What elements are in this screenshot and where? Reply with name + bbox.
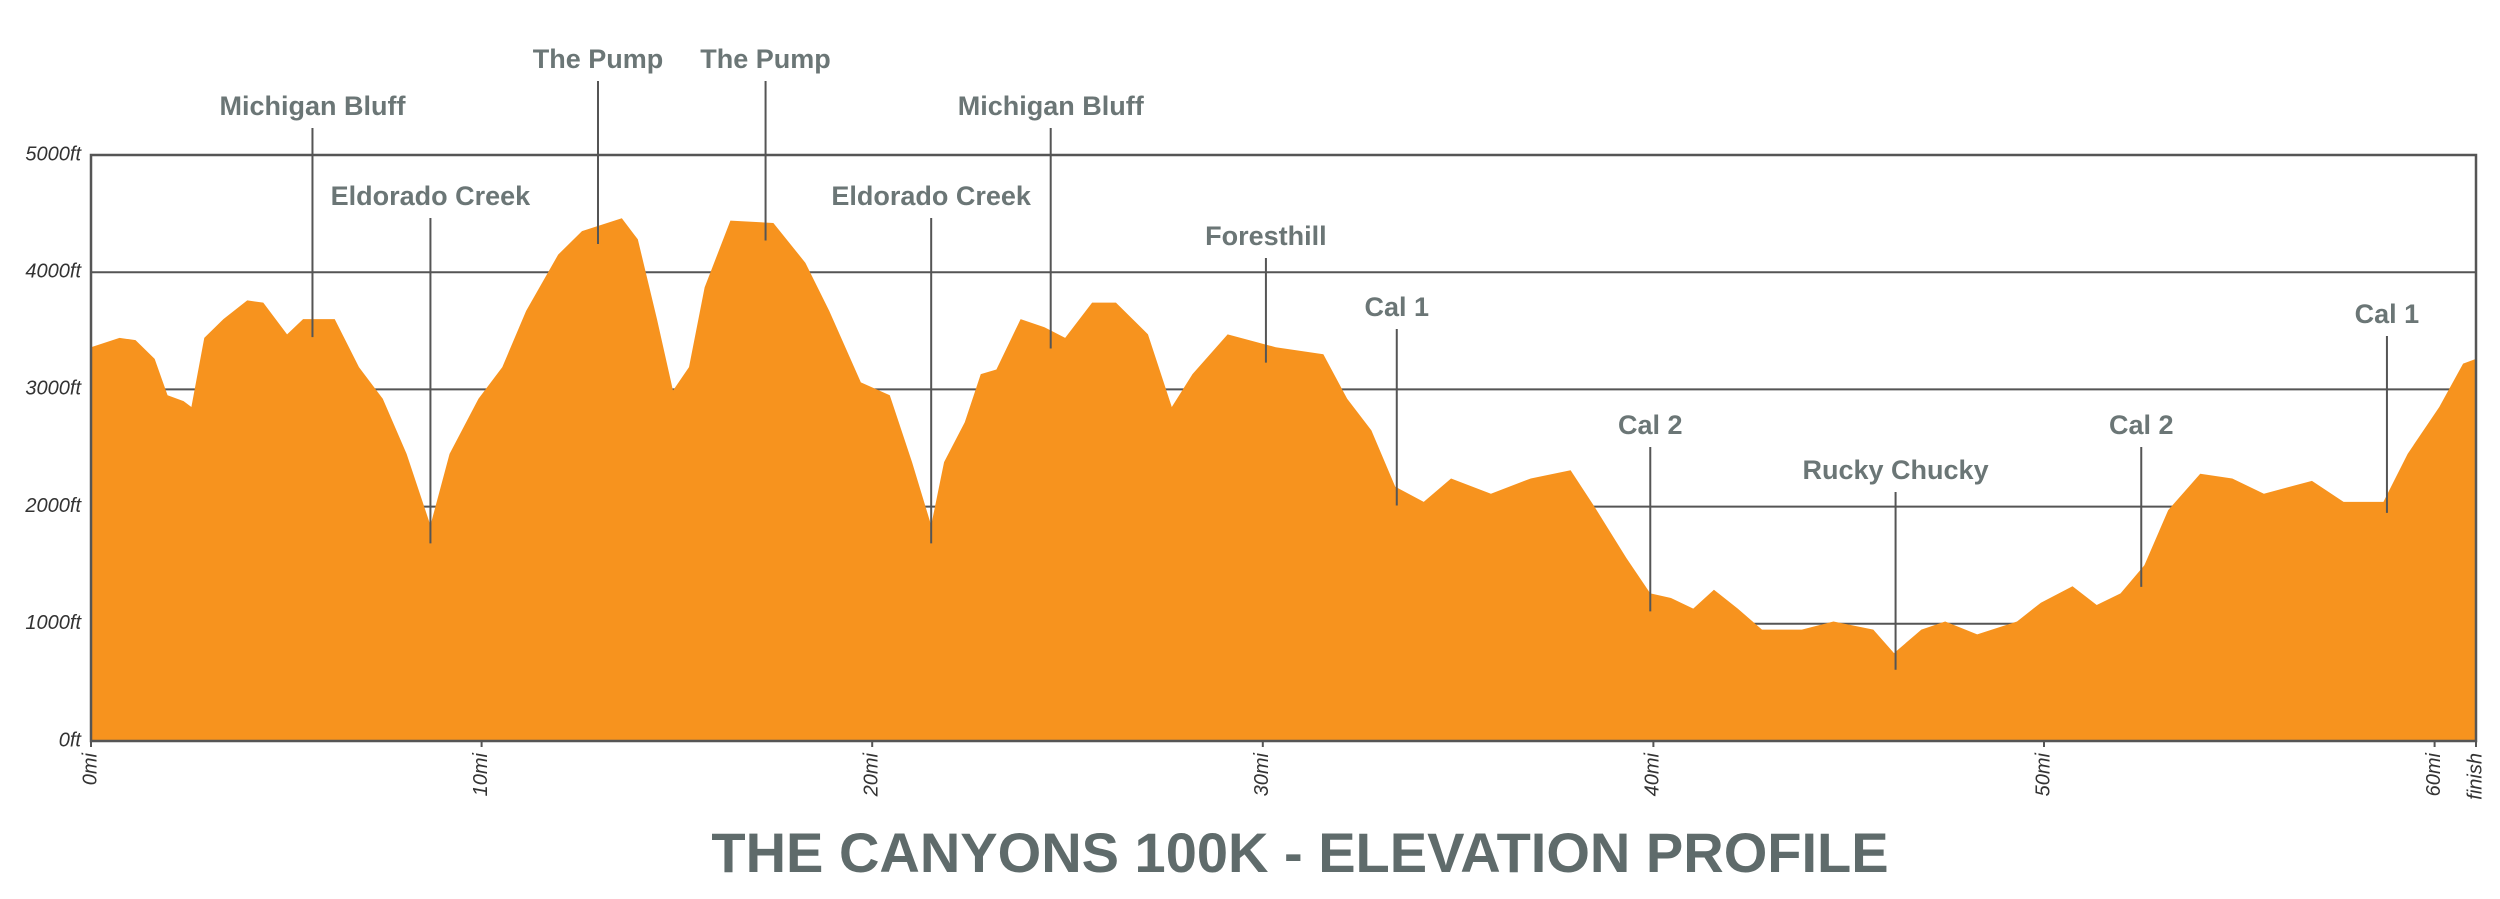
- x-tick-label: 0mi: [79, 752, 101, 785]
- y-tick-label: 1000ft: [25, 612, 82, 634]
- y-tick-label: 4000ft: [25, 260, 82, 282]
- x-tick-label: 50mi: [2032, 752, 2054, 796]
- y-tick-label: 3000ft: [25, 378, 82, 400]
- annotation-label: Michigan Bluff: [219, 91, 406, 121]
- y-tick-label: 2000ft: [24, 495, 82, 517]
- x-tick-label: 30mi: [1251, 752, 1273, 796]
- annotation-label: Eldorado Creek: [831, 181, 1032, 211]
- annotation-label: Cal 2: [2109, 410, 2174, 440]
- annotation-label: Cal 1: [2355, 299, 2420, 329]
- annotation-label: Cal 1: [1365, 292, 1430, 322]
- annotation-label: Foresthill: [1205, 221, 1327, 251]
- x-tick-label: 10mi: [470, 752, 492, 796]
- plot-frame: [89, 153, 2478, 743]
- x-tick-label: 20mi: [860, 752, 882, 797]
- y-tick-label: 0ft: [59, 729, 83, 751]
- elevation-area: [91, 218, 2476, 742]
- annotation-label: Eldorado Creek: [331, 181, 532, 211]
- x-tick-label: 60mi: [2423, 752, 2445, 796]
- annotation-label: The Pump: [533, 44, 664, 74]
- x-tick-label: 40mi: [1642, 752, 1664, 796]
- x-tick-label: finish: [2464, 753, 2486, 800]
- annotation-label: The Pump: [700, 44, 831, 74]
- annotation-label: Rucky Chucky: [1803, 455, 1989, 485]
- annotation-label: Michigan Bluff: [958, 91, 1145, 121]
- y-tick-label: 5000ft: [25, 143, 82, 165]
- chart-title: THE CANYONS 100K - ELEVATION PROFILE: [711, 821, 1888, 884]
- annotation-label: Cal 2: [1618, 410, 1683, 440]
